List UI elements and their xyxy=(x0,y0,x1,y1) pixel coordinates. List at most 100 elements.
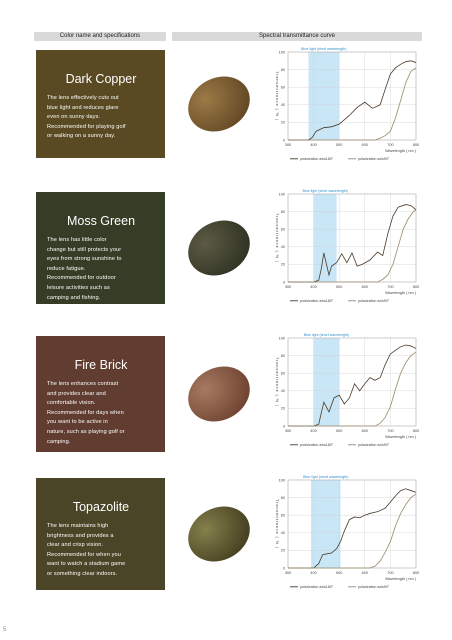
band-label: Blue light (short wavelength) xyxy=(301,47,346,51)
color-name: Moss Green xyxy=(66,214,136,228)
legend-label: polarization axis90° xyxy=(358,443,390,447)
plot-frame xyxy=(287,479,417,569)
lens-row: Fire Brick The lens enhances contrast and … xyxy=(0,333,452,452)
color-swatch: Dark Copper The lens effectively cuts out… xyxy=(36,50,165,158)
y-tick-label: 40 xyxy=(281,103,285,107)
color-swatch: Topazolite The lens maintains high brightn… xyxy=(36,478,165,590)
page-number: 5 xyxy=(3,627,7,633)
y-axis-label: Transmittance ( % ) xyxy=(275,71,280,121)
x-tick-label: 700 xyxy=(387,571,393,575)
y-tick-label: 60 xyxy=(281,372,285,376)
x-tick-label: 400 xyxy=(310,571,316,575)
color-description: The lens enhances contrast and provides c… xyxy=(47,380,155,447)
y-axis-label: Transmittance ( % ) xyxy=(275,499,280,549)
legend-label: polarization axis180° xyxy=(300,443,334,447)
legend-label: polarization axis180° xyxy=(300,585,334,589)
legend-label: polarization axis180° xyxy=(300,157,334,161)
x-tick-label: 600 xyxy=(362,285,368,289)
y-tick-label: 40 xyxy=(281,389,285,393)
lens-row: Dark Copper The lens effectively cuts out… xyxy=(0,47,452,161)
y-tick-label: 0 xyxy=(283,138,285,142)
series-line xyxy=(288,493,417,569)
description-line: or something clear indoors. xyxy=(47,570,118,577)
description-line: or walking on a sunny day. xyxy=(47,133,116,140)
y-tick-label: 20 xyxy=(281,263,285,267)
y-tick-label: 80 xyxy=(281,496,285,500)
color-name: Dark Copper xyxy=(65,72,137,86)
y-axis-label: Transmittance ( % ) xyxy=(275,213,280,263)
band-label: Blue light (short wavelength) xyxy=(303,475,348,479)
x-tick-label: 300 xyxy=(285,285,291,289)
description-line: blue light and reduces glare xyxy=(47,104,119,111)
y-tick-label: 80 xyxy=(281,68,285,72)
y-tick-label: 0 xyxy=(283,566,285,570)
y-tick-label: 100 xyxy=(279,192,285,196)
y-tick-label: 80 xyxy=(281,210,285,214)
x-axis-label: Wavelength ( nm ) xyxy=(385,149,417,153)
x-tick-label: 700 xyxy=(387,285,393,289)
lens-image xyxy=(178,496,260,572)
color-description: The lens has little color change but stil… xyxy=(47,236,155,303)
plot-frame xyxy=(287,193,417,283)
transmittance-header: Spectral transmittance curve xyxy=(172,32,422,41)
description-line: The lens effectively cuts out xyxy=(47,95,119,101)
y-tick-label: 100 xyxy=(279,336,285,340)
description-line: eyes from strong sunshine to xyxy=(47,256,122,263)
x-tick-label: 800 xyxy=(413,429,419,433)
blue-light-band xyxy=(313,194,337,282)
color-description: The lens maintains high brightness and pr… xyxy=(47,522,155,580)
x-tick-label: 300 xyxy=(285,143,291,147)
x-tick-label: 400 xyxy=(310,285,316,289)
x-tick-label: 800 xyxy=(413,143,419,147)
series-line xyxy=(288,60,417,141)
x-axis-label: Wavelength ( nm ) xyxy=(385,577,417,581)
description-line: you want to be active in xyxy=(47,419,108,426)
transmittance-chart: Blue light (short wavelength) 0 20 40 60 80 10… xyxy=(270,472,420,612)
description-line: nature, such as playing golf or xyxy=(47,428,125,435)
x-tick-label: 700 xyxy=(387,143,393,147)
description-line: clear and crisp vision. xyxy=(47,542,104,549)
lens-image xyxy=(178,66,260,142)
x-tick-label: 800 xyxy=(413,285,419,289)
lens-row: Moss Green The lens has little color chang… xyxy=(0,189,452,304)
description-line: Recommended for playing golf xyxy=(47,123,126,130)
color-description: The lens effectively cuts out blue light … xyxy=(47,94,155,142)
band-label: Blue light (short wavelength) xyxy=(302,189,347,193)
x-tick-label: 300 xyxy=(285,429,291,433)
y-tick-label: 100 xyxy=(279,478,285,482)
description-line: want to watch a stadium game xyxy=(47,561,126,568)
description-line: Recommended for when you xyxy=(47,551,121,558)
legend-label: polarization axis90° xyxy=(358,299,390,303)
x-tick-label: 600 xyxy=(362,429,368,433)
description-line: and provides clear and xyxy=(47,390,106,397)
description-line: brightness and provides a xyxy=(47,532,114,539)
series-line xyxy=(288,351,417,427)
x-tick-label: 600 xyxy=(362,143,368,147)
y-axis-label: Transmittance ( % ) xyxy=(275,357,280,407)
chart-svg: Blue light (short wavelength) 0 20 40 60 80 10… xyxy=(275,47,419,161)
color-swatch: Moss Green The lens has little color chang… xyxy=(36,192,165,304)
x-tick-label: 500 xyxy=(336,285,342,289)
x-tick-label: 300 xyxy=(285,571,291,575)
blue-light-band xyxy=(311,480,341,568)
x-tick-label: 400 xyxy=(310,143,316,147)
blue-light-band xyxy=(308,52,340,140)
y-tick-label: 60 xyxy=(281,514,285,518)
description-line: reduce fatigue. xyxy=(47,265,86,272)
lens-row: Topazolite The lens maintains high brightn… xyxy=(0,475,452,590)
description-line: Recommended for days when xyxy=(47,409,124,416)
transmittance-chart: Blue light (short wavelength) 0 20 40 60 80 10… xyxy=(270,186,420,326)
y-tick-label: 60 xyxy=(281,86,285,90)
legend-label: polarization axis90° xyxy=(358,585,390,589)
legend-label: polarization axis90° xyxy=(358,157,390,161)
plot-frame xyxy=(287,51,417,141)
y-tick-label: 20 xyxy=(281,121,285,125)
lens-image xyxy=(178,210,260,286)
legend-label: polarization axis180° xyxy=(300,299,334,303)
x-tick-label: 500 xyxy=(336,571,342,575)
y-tick-label: 100 xyxy=(279,50,285,54)
y-tick-label: 60 xyxy=(281,228,285,232)
y-tick-label: 20 xyxy=(281,407,285,411)
series-line xyxy=(288,204,417,283)
y-tick-label: 80 xyxy=(281,354,285,358)
